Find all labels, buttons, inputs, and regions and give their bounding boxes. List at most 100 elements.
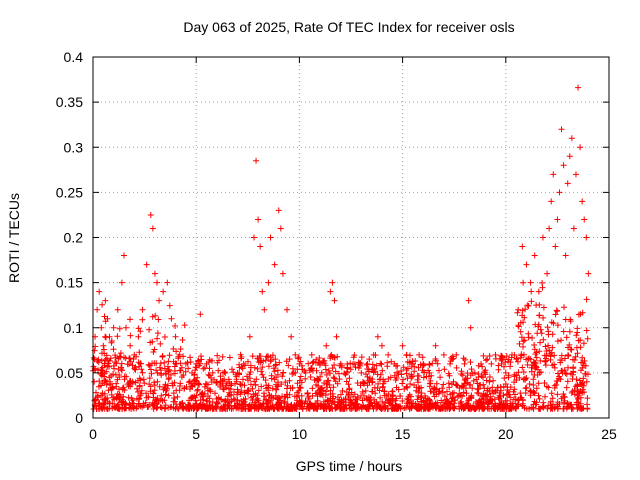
data-point <box>478 360 485 367</box>
data-point <box>374 333 381 340</box>
data-point <box>127 342 134 349</box>
data-point <box>527 279 534 286</box>
data-point <box>94 306 101 313</box>
x-tick-label: 5 <box>192 426 200 442</box>
data-point <box>343 369 350 376</box>
data-point <box>461 360 468 367</box>
x-tick-label: 15 <box>395 426 411 442</box>
data-point <box>579 198 586 205</box>
data-point <box>284 306 291 313</box>
data-point <box>558 126 565 133</box>
y-tick-label: 0.4 <box>64 49 84 65</box>
data-point <box>535 288 542 295</box>
data-point <box>370 351 377 358</box>
data-point <box>572 171 579 178</box>
data-point <box>403 351 410 358</box>
data-point <box>531 252 538 259</box>
data-point <box>104 315 111 322</box>
data-point <box>539 234 546 241</box>
data-point <box>358 369 365 376</box>
data-point <box>337 360 344 367</box>
data-point <box>544 270 551 277</box>
data-point <box>562 252 569 259</box>
data-point <box>577 144 584 151</box>
y-tick-label: 0 <box>75 410 83 426</box>
data-point <box>259 288 266 295</box>
data-points <box>92 84 592 385</box>
data-point <box>102 297 109 304</box>
data-point <box>213 378 220 385</box>
data-point <box>364 360 371 367</box>
data-point <box>257 243 264 250</box>
y-axis-label: ROTI / TECUs <box>6 193 22 283</box>
data-point <box>329 279 336 286</box>
axis-tick-labels: 0 5 10 15 20 25 0 0.05 0.1 0.15 0.2 0.25 0.3 0.35 0.4 <box>56 49 617 442</box>
data-point <box>172 333 179 340</box>
data-point <box>568 135 575 142</box>
data-point <box>271 261 278 268</box>
data-point <box>96 288 103 295</box>
data-point <box>131 351 138 358</box>
data-point <box>426 369 433 376</box>
data-point <box>234 369 241 376</box>
data-point <box>265 279 272 286</box>
data-point <box>583 234 590 241</box>
data-point <box>203 360 210 367</box>
axis-ticks <box>92 56 610 419</box>
data-point <box>255 216 262 223</box>
data-point <box>488 360 495 367</box>
data-point <box>302 369 309 376</box>
data-point <box>378 342 385 349</box>
data-point <box>482 369 489 376</box>
data-point <box>471 369 478 376</box>
data-point <box>570 225 577 232</box>
data-point <box>409 360 416 367</box>
y-tick-label: 0.05 <box>56 365 83 381</box>
y-tick-label: 0.35 <box>56 94 83 110</box>
data-point <box>135 333 142 340</box>
data-point <box>519 243 526 250</box>
data-point <box>153 279 160 286</box>
data-point <box>149 225 156 232</box>
data-point <box>308 351 315 358</box>
data-point <box>575 84 582 91</box>
data-point <box>246 333 253 340</box>
data-point <box>566 153 573 160</box>
data-point <box>502 369 509 376</box>
y-tick-label: 0.15 <box>56 275 83 291</box>
data-point <box>492 351 499 358</box>
data-point <box>197 311 204 318</box>
data-point <box>585 270 592 277</box>
data-point <box>440 351 447 358</box>
data-point <box>552 243 559 250</box>
data-point <box>333 333 340 340</box>
data-point <box>123 324 130 331</box>
data-point <box>432 342 439 349</box>
data-point <box>560 162 567 169</box>
data-point <box>156 297 163 304</box>
background-scatter-cloud <box>90 279 591 412</box>
data-point <box>250 234 257 241</box>
data-point <box>416 351 423 358</box>
data-point <box>253 157 260 164</box>
data-point <box>292 351 299 358</box>
data-point <box>467 324 474 331</box>
data-point <box>114 306 121 313</box>
data-point <box>226 378 233 385</box>
data-point <box>118 279 125 286</box>
data-point <box>546 225 553 232</box>
data-point <box>523 261 530 268</box>
y-tick-label: 0.3 <box>64 139 84 155</box>
data-point <box>277 225 284 232</box>
data-point <box>193 360 200 367</box>
y-tick-label: 0.2 <box>64 230 84 246</box>
data-point <box>447 360 454 367</box>
data-point <box>391 360 398 367</box>
data-point <box>317 360 324 367</box>
data-point <box>515 306 522 313</box>
data-point <box>581 216 588 223</box>
data-point <box>399 342 406 349</box>
chart-title: Day 063 of 2025, Rate Of TEC Index for r… <box>183 19 514 35</box>
data-point <box>548 198 555 205</box>
